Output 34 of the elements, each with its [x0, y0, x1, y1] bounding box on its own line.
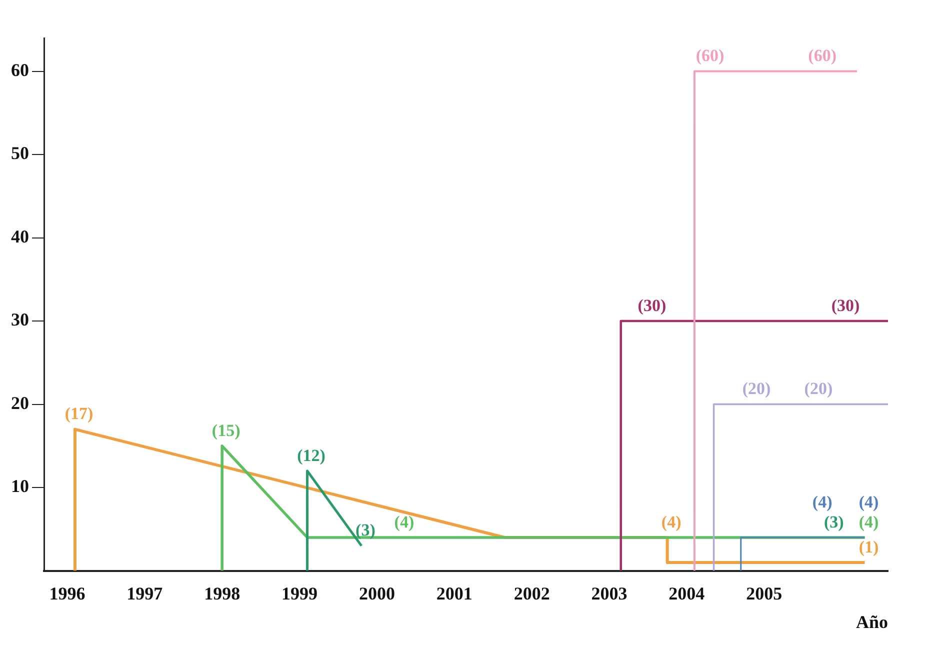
- data-label: (17): [64, 404, 94, 424]
- y-tick-label: 50: [11, 143, 29, 164]
- data-label: (3): [356, 520, 376, 540]
- data-label: (30): [831, 296, 860, 315]
- annotation: (3): [824, 512, 844, 532]
- y-tick-label: 40: [11, 226, 29, 246]
- x-tick-label: 2001: [436, 583, 472, 604]
- data-label: (30): [638, 296, 666, 315]
- x-axis-title: Año: [856, 612, 888, 632]
- data-label: (4): [858, 512, 879, 532]
- x-tick-label: 1999: [282, 583, 318, 604]
- data-label: (4): [812, 492, 832, 512]
- data-label: (12): [297, 446, 326, 465]
- data-label: (1): [858, 537, 879, 556]
- x-tick-label: 2002: [514, 583, 550, 604]
- x-tick-label: 2000: [358, 583, 395, 604]
- data-label: (60): [808, 46, 836, 66]
- y-tick-label: 60: [11, 60, 29, 80]
- data-label: (20): [742, 379, 771, 398]
- data-label: (4): [858, 492, 879, 512]
- data-label: (60): [696, 46, 724, 66]
- x-tick-label: 1996: [49, 583, 86, 604]
- data-label: (15): [212, 420, 240, 440]
- y-tick-label: 30: [11, 310, 29, 330]
- x-tick-label: 2003: [591, 583, 628, 604]
- x-tick-label: 2005: [746, 583, 782, 604]
- data-label: (20): [804, 379, 833, 398]
- x-tick-label: 1997: [126, 583, 163, 604]
- y-tick-label: 10: [11, 476, 29, 496]
- x-tick-label: 1998: [204, 583, 240, 604]
- y-tick-label: 20: [11, 392, 29, 413]
- data-label: (4): [394, 512, 414, 532]
- x-tick-label: 2004: [668, 583, 705, 604]
- data-label: (4): [661, 512, 682, 532]
